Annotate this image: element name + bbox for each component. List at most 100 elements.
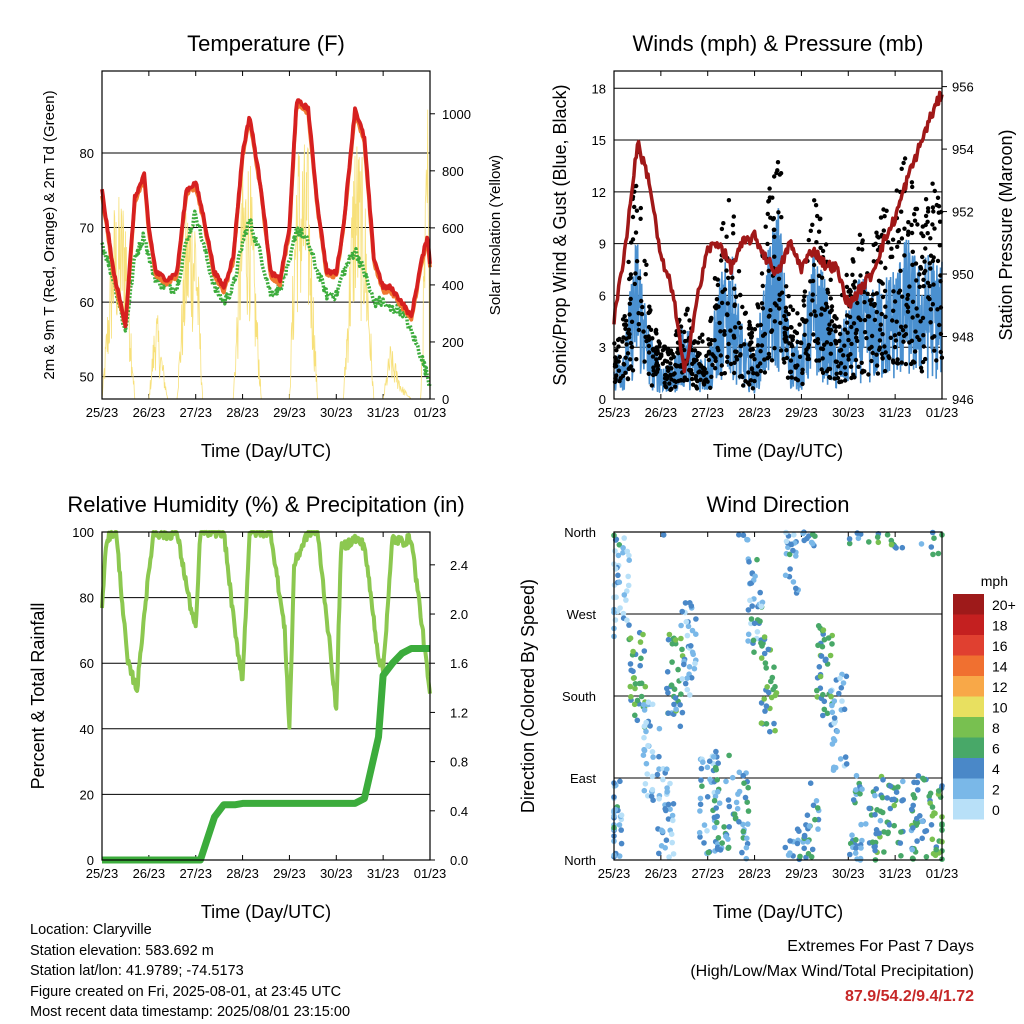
direction-point: [706, 758, 713, 764]
direction-point: [829, 709, 836, 716]
gust-point: [878, 322, 883, 327]
direction-point: [714, 777, 720, 783]
gust-point: [879, 351, 885, 357]
gust-point: [895, 361, 901, 366]
legend-swatch: [953, 614, 984, 635]
y2-tick-label: 946: [952, 392, 974, 407]
direction-point: [843, 673, 850, 680]
direction-point: [859, 786, 865, 792]
direction-point: [884, 795, 890, 801]
gust-point: [747, 322, 752, 328]
y-tick-label: 12: [592, 185, 606, 200]
direction-point: [748, 616, 755, 622]
gust-point: [616, 368, 622, 373]
gust-point: [905, 292, 911, 298]
direction-point: [682, 600, 689, 606]
gust-point: [931, 282, 936, 287]
gust-point: [736, 269, 742, 274]
direction-point: [772, 727, 778, 734]
direction-point: [620, 610, 627, 617]
direction-point: [649, 773, 656, 780]
gust-point: [850, 257, 855, 262]
direction-point: [872, 843, 878, 850]
direction-point: [733, 799, 740, 806]
gust-point: [812, 198, 817, 203]
gust-point: [778, 171, 784, 176]
gust-point: [733, 294, 739, 299]
gust-point: [888, 335, 893, 340]
x-tick-label: 31/23: [879, 405, 912, 420]
gust-point: [903, 324, 908, 329]
chart-panel-2: 25/23 26/23 27/23 28/23 29/23 30/23 31/23 01/23…: [550, 31, 1016, 461]
gust-point: [799, 341, 804, 346]
gust-point: [915, 222, 920, 227]
gust-point: [766, 268, 771, 273]
gust-point: [650, 354, 656, 359]
direction-point: [712, 793, 719, 800]
gust-point: [784, 326, 790, 331]
gust-point: [909, 338, 915, 343]
gust-point: [648, 308, 653, 313]
direction-point: [929, 804, 936, 810]
direction-point: [632, 681, 639, 687]
gust-point: [829, 319, 835, 324]
direction-point: [754, 556, 760, 563]
direction-point: [650, 754, 656, 760]
gust-point: [906, 220, 911, 225]
gust-point: [877, 347, 882, 352]
gust-point: [832, 376, 837, 381]
direction-point: [711, 797, 718, 804]
gust-point: [918, 264, 923, 270]
x-tick-label: 25/23: [86, 405, 119, 420]
direction-point: [615, 572, 621, 579]
direction-point: [880, 777, 886, 783]
direction-point: [664, 789, 670, 795]
direction-point: [659, 828, 666, 835]
direction-point: [612, 548, 618, 554]
gust-point: [794, 330, 800, 336]
gust-point: [882, 344, 887, 349]
direction-point: [669, 641, 676, 647]
direction-point: [758, 603, 765, 610]
gust-point: [749, 340, 754, 345]
gust-point: [685, 306, 690, 311]
gust-point: [692, 339, 697, 344]
gust-point: [683, 312, 688, 317]
direction-point: [763, 665, 769, 671]
direction-point: [843, 761, 850, 767]
gust-point: [810, 292, 815, 297]
direction-point: [739, 849, 745, 856]
direction-point: [858, 845, 864, 851]
direction-point: [935, 788, 942, 794]
gust-point: [844, 320, 850, 325]
direction-point: [787, 566, 793, 572]
gust-point: [738, 292, 743, 298]
gust-point: [879, 311, 884, 317]
gust-point: [704, 370, 709, 375]
gust-point: [922, 259, 927, 264]
gust-point: [752, 378, 757, 384]
direction-point: [885, 829, 891, 836]
gust-point: [783, 334, 789, 340]
direction-point: [673, 706, 679, 712]
gust-point: [914, 306, 919, 311]
gust-point: [905, 305, 911, 310]
direction-point: [790, 579, 797, 585]
series-relative-humidity: [100, 530, 432, 730]
gust-point: [779, 215, 784, 220]
gust-point: [815, 340, 821, 346]
extremes-subtitle: (High/Low/Max Wind/Total Precipitation): [690, 963, 974, 980]
gust-point: [820, 370, 826, 375]
plot-border: [101, 70, 431, 400]
gust-point: [818, 216, 823, 221]
direction-point: [828, 688, 834, 694]
direction-point: [858, 821, 864, 828]
direction-point: [672, 637, 679, 643]
gust-point: [823, 242, 829, 247]
direction-point: [723, 778, 729, 785]
gust-point: [920, 315, 926, 321]
direction-point: [711, 824, 718, 831]
gust-point: [784, 348, 789, 353]
direction-point: [683, 619, 690, 625]
gust-point: [877, 327, 883, 332]
